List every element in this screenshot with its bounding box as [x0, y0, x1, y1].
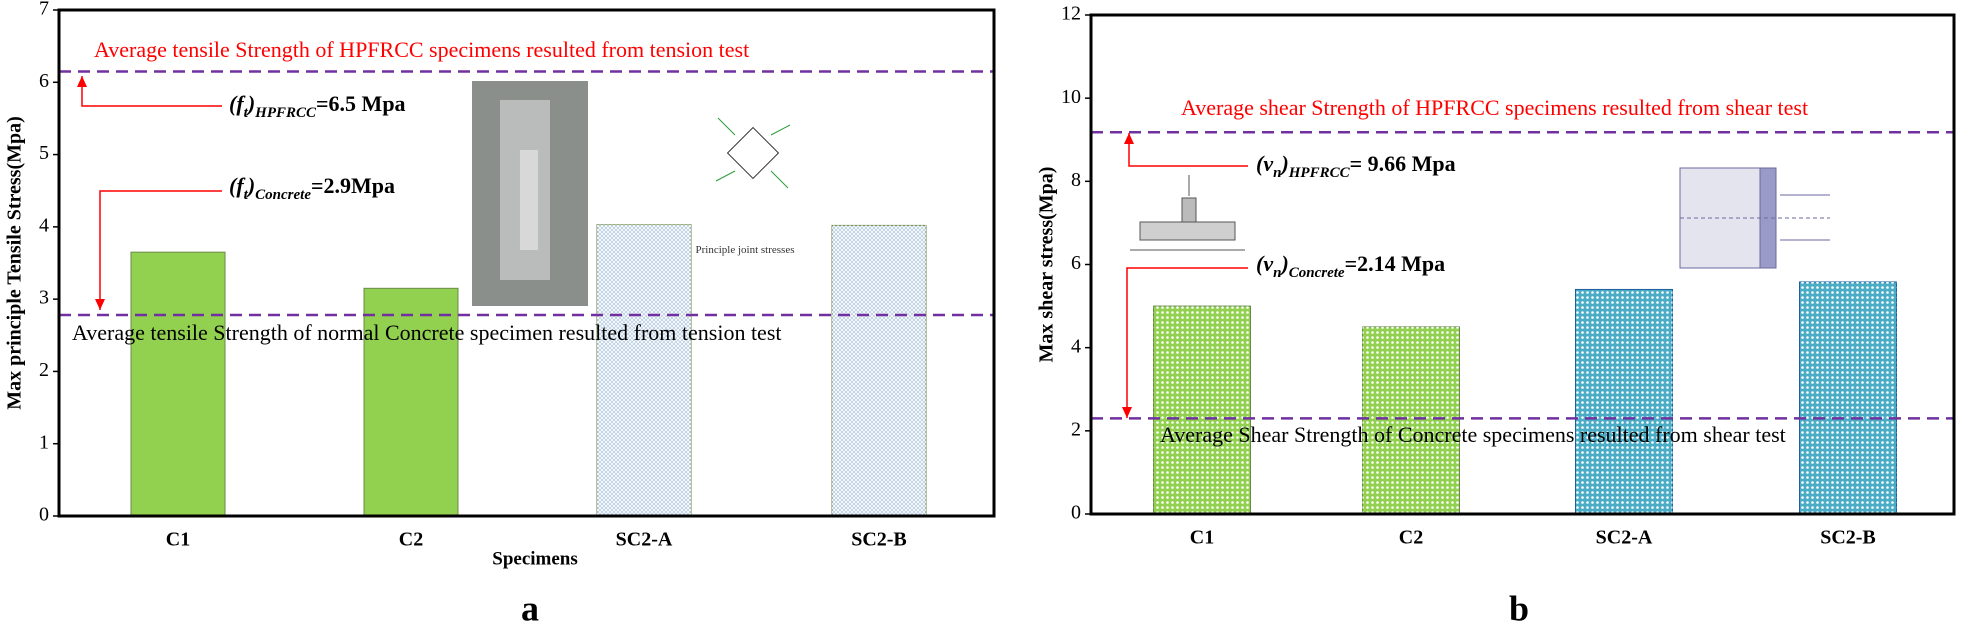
inset-diagram: [1679, 167, 1830, 269]
arrow-head: [95, 299, 105, 310]
annotation-part: t: [244, 187, 249, 203]
annotation: Average shear Strength of HPFRCC specime…: [1181, 95, 1808, 120]
plot-frame: [1089, 13, 1956, 516]
bar-hatch: [597, 224, 691, 516]
panel-label: b: [1509, 588, 1529, 628]
arrow-head: [1122, 407, 1132, 418]
annotation: (vn)Concrete=2.14 Mpa: [1256, 251, 1445, 281]
arrow-leader: [1128, 133, 1248, 167]
arrow-head: [77, 76, 87, 87]
y-tick-label: 8: [1071, 169, 1081, 191]
y-tick-label: 0: [39, 504, 49, 526]
annotation-part: HPFRCC: [1288, 165, 1351, 181]
annotation-part: n: [1273, 165, 1281, 181]
y-tick-label: 5: [39, 142, 49, 164]
annotation-part: Average Shear Strength of Concrete speci…: [1160, 422, 1786, 447]
annotation-part: n: [1273, 265, 1281, 281]
bar-hatch: [1362, 326, 1460, 514]
annotation-part: ): [1279, 151, 1288, 176]
bar-hatch: [1799, 281, 1897, 514]
annotation-part: =2.9Mpa: [311, 173, 395, 198]
annotation-part: (f: [229, 173, 246, 198]
annotation: Average tensile Strength of HPFRCC speci…: [94, 37, 749, 62]
y-axis-label: Max shear stress(Mpa): [1036, 167, 1058, 363]
x-tick-label: C1: [166, 529, 190, 551]
plot-frame: [57, 8, 996, 518]
annotation-part: HPFRCC: [254, 105, 317, 121]
bar: [363, 287, 459, 517]
y-tick-label: 0: [1071, 502, 1081, 524]
x-tick-label: SC2-B: [851, 529, 907, 551]
annotation-part: = 9.66 Mpa: [1350, 151, 1456, 176]
annotation-part: (v: [1256, 251, 1273, 276]
annotation-part: ): [1279, 251, 1288, 276]
x-axis-label: Specimens: [492, 548, 578, 569]
annotation-part: Average tensile Strength of HPFRCC speci…: [94, 37, 749, 62]
x-tick-label: C2: [399, 529, 423, 551]
y-tick-label: 10: [1061, 86, 1081, 108]
arrow-head: [1124, 133, 1134, 144]
y-axis-label: Max principle Tensile Stress(Mpa): [4, 116, 26, 410]
annotation-part: Average tensile Strength of normal Concr…: [72, 320, 782, 345]
x-tick-label: SC2-B: [1820, 527, 1876, 549]
inset-photo-detail: [520, 150, 538, 250]
annotation-part: =6.5 Mpa: [316, 91, 406, 116]
annotation-part: t: [244, 105, 249, 121]
y-tick-label: 6: [1071, 252, 1081, 274]
x-tick-label: SC2-A: [616, 529, 673, 551]
arrow-leader: [99, 190, 222, 310]
annotation-part: ): [246, 173, 255, 198]
y-tick-label: 12: [1061, 3, 1081, 25]
y-tick-label: 2: [1071, 418, 1081, 440]
arrow-leader: [1126, 267, 1248, 418]
y-tick-label: 1: [39, 431, 49, 453]
bar-hatch: [1575, 289, 1673, 514]
annotation-part: Average shear Strength of HPFRCC specime…: [1181, 95, 1808, 120]
stress-element: [715, 117, 791, 189]
annotation-part: (f: [229, 91, 246, 116]
y-tick-label: 7: [39, 0, 49, 20]
bar-hatch: [1153, 306, 1251, 514]
annotation: (vn)HPFRCC= 9.66 Mpa: [1256, 151, 1456, 181]
y-tick-label: 2: [39, 359, 49, 381]
annotation: (ft)HPFRCC=6.5 Mpa: [229, 91, 406, 121]
annotation-part: (v: [1256, 151, 1273, 176]
x-tick-label: SC2-A: [1596, 527, 1653, 549]
y-tick-label: 4: [39, 214, 49, 236]
annotation-part: =2.14 Mpa: [1345, 251, 1446, 276]
y-tick-label: 6: [39, 70, 49, 92]
bar: [130, 251, 226, 517]
y-tick-label: 4: [1071, 335, 1081, 357]
annotation-part: Concrete: [255, 187, 311, 203]
annotation: (ft)Concrete=2.9Mpa: [229, 173, 395, 203]
annotation: Average Shear Strength of Concrete speci…: [1160, 422, 1786, 447]
annotation: Principle joint stresses: [696, 244, 795, 256]
bar-hatch: [832, 225, 926, 516]
annotation-part: Concrete: [1289, 265, 1345, 281]
inset-diagram: [1130, 175, 1245, 251]
arrow-leader: [81, 76, 222, 107]
x-tick-label: C2: [1399, 527, 1423, 549]
x-tick-label: C1: [1190, 527, 1214, 549]
annotation: Average tensile Strength of normal Concr…: [72, 320, 782, 345]
y-tick-label: 3: [39, 287, 49, 309]
annotation-part: Principle joint stresses: [696, 244, 795, 256]
annotation-part: ): [246, 91, 255, 116]
panel-label: a: [521, 588, 539, 628]
